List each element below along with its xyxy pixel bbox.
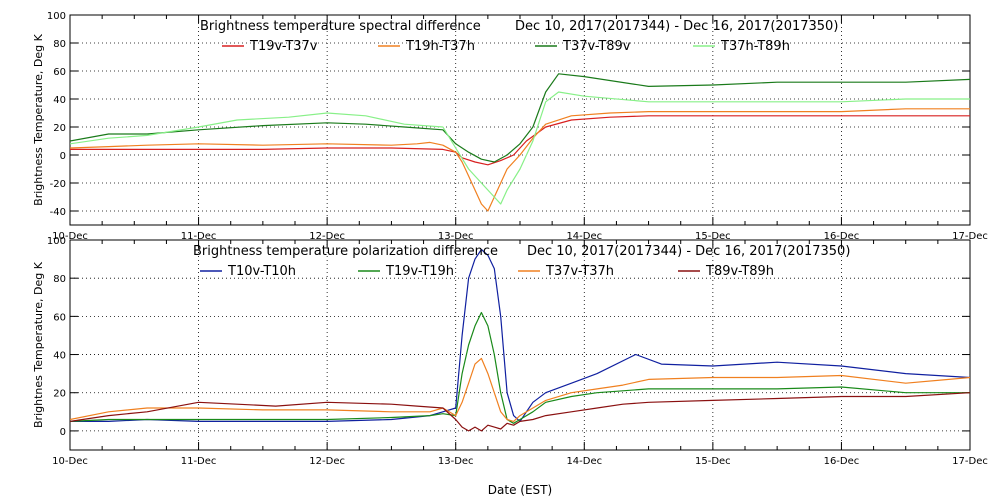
series-line-T37h-T89h — [70, 91, 970, 205]
series-line-T89v-T89h — [70, 392, 970, 432]
y-tick-label: 80 — [53, 274, 66, 285]
y-tick-label: 20 — [53, 123, 66, 134]
y-tick-label: 40 — [53, 95, 66, 106]
legend-label: T37v-T37h — [545, 264, 614, 279]
x-axis-label: Date (EST) — [488, 483, 552, 497]
series-line-T37v-T89v — [70, 73, 970, 163]
y-tick-label: 0 — [60, 427, 66, 438]
y-axis-label: Brightnes Temperature, Deg K — [32, 261, 45, 428]
x-tick-label: 16-Dec — [824, 231, 860, 242]
x-tick-label: 14-Dec — [566, 231, 602, 242]
plot-frame — [69, 14, 971, 226]
y-tick-label: 20 — [53, 389, 66, 400]
legend-label: T10v-T10h — [227, 264, 296, 279]
x-tick-label: 12-Dec — [309, 456, 345, 467]
y-tick-label: 80 — [53, 39, 66, 50]
x-tick-label: 17-Dec — [952, 231, 988, 242]
series-line-T19h-T37h — [70, 108, 970, 212]
y-axis-label: Brightness Temperature, Deg K — [32, 33, 45, 205]
series-line-T19v-T37v — [70, 115, 970, 166]
y-tick-label: -20 — [50, 179, 66, 190]
x-tick-label: 13-Dec — [438, 231, 474, 242]
x-tick-label: 15-Dec — [695, 231, 731, 242]
y-tick-label: 0 — [60, 151, 66, 162]
y-tick-label: 40 — [53, 351, 66, 362]
x-tick-label: 11-Dec — [181, 231, 217, 242]
y-tick-label: -40 — [50, 207, 66, 218]
x-tick-label: 15-Dec — [695, 456, 731, 467]
x-tick-label: 13-Dec — [438, 456, 474, 467]
x-tick-label: 10-Dec — [52, 231, 88, 242]
chart-date-range: Dec 10, 2017(2017344) - Dec 16, 2017(201… — [515, 19, 838, 34]
legend-label: T19h-T37h — [405, 39, 475, 54]
x-tick-label: 11-Dec — [181, 456, 217, 467]
chart-title: Brightness temperature spectral differen… — [200, 19, 481, 34]
series-line-T37v-T37h — [70, 357, 970, 422]
series-line-T10v-T10h — [70, 248, 970, 422]
chart-panel-2: 0 20 40 60 80 100 Brightnes Temperature, Deg K… — [32, 236, 988, 467]
x-tick-label: 16-Dec — [824, 456, 860, 467]
legend-label: T19v-T37v — [249, 39, 318, 54]
x-tick-label: 12-Dec — [309, 231, 345, 242]
y-tick-label: 60 — [53, 312, 66, 323]
x-tick-label: 10-Dec — [52, 456, 88, 467]
chart-title: Brightness temperature polarization diff… — [193, 244, 498, 259]
y-tick-label: 100 — [47, 11, 66, 22]
legend-label: T37h-T89h — [720, 39, 790, 54]
legend-label: T89v-T89h — [705, 264, 774, 279]
x-tick-label: 14-Dec — [566, 456, 602, 467]
y-tick-label: 60 — [53, 67, 66, 78]
legend-label: T19v-T19h — [385, 264, 454, 279]
y-tick-label: 100 — [47, 236, 66, 247]
chart-date-range: Dec 10, 2017(2017344) - Dec 16, 2017(201… — [527, 244, 850, 259]
series-line-T19v-T19h — [70, 311, 970, 424]
legend-label: T37v-T89v — [562, 39, 631, 54]
x-tick-label: 17-Dec — [952, 456, 988, 467]
